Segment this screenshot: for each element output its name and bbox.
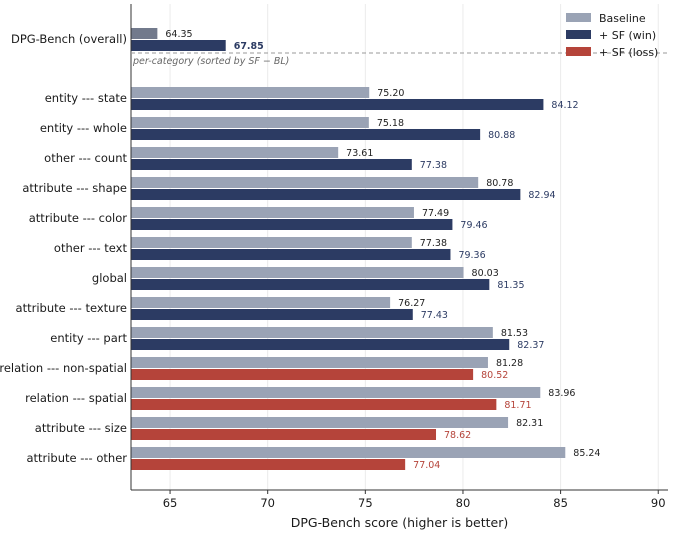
baseline-bar — [131, 357, 488, 368]
sf-win-bar — [131, 279, 490, 290]
x-tick-label: 90 — [651, 496, 666, 510]
baseline-bar — [131, 177, 479, 188]
overall-sf-bar — [131, 40, 226, 51]
legend-swatch — [566, 30, 591, 39]
category-label: entity --- part — [50, 331, 127, 345]
baseline-value-label: 77.38 — [420, 238, 447, 249]
legend-label: + SF (win) — [599, 29, 656, 42]
sf-value-label: 79.46 — [460, 220, 487, 231]
category-label: relation --- non-spatial — [0, 361, 127, 375]
x-axis-title: DPG-Bench score (higher is better) — [291, 515, 508, 530]
x-tick-label: 80 — [456, 496, 471, 510]
baseline-value-label: 75.18 — [377, 118, 404, 129]
baseline-bar — [131, 207, 414, 218]
legend-swatch — [566, 13, 591, 22]
labels-layer: 64.35 67.85 DPG-Bench (overall) per-categor… — [0, 29, 600, 471]
baseline-bar — [131, 297, 391, 308]
bars-layer — [131, 28, 566, 470]
legend-layer: Baseline + SF (win) + SF (loss) — [566, 12, 658, 59]
baseline-value-label: 75.20 — [377, 88, 404, 99]
category-label: entity --- state — [45, 91, 127, 105]
legend-swatch — [566, 47, 591, 56]
category-label: attribute --- shape — [22, 181, 127, 195]
x-tick-label: 65 — [163, 496, 178, 510]
x-tick-label: 75 — [358, 496, 373, 510]
category-label: global — [92, 271, 127, 285]
baseline-value-label: 77.49 — [422, 208, 449, 219]
axis-layer: 65 70 75 80 85 90 DPG-Bench score (higher is b… — [130, 4, 668, 530]
sf-loss-bar — [131, 399, 497, 410]
baseline-value-label: 80.78 — [486, 178, 513, 189]
sf-loss-bar — [131, 459, 406, 470]
category-label: attribute --- other — [26, 451, 127, 465]
sf-win-bar — [131, 309, 413, 320]
sf-win-bar — [131, 189, 521, 200]
sf-win-bar — [131, 249, 451, 260]
sf-value-label: 81.71 — [504, 400, 531, 411]
sf-win-bar — [131, 99, 544, 110]
baseline-bar — [131, 327, 493, 338]
sf-win-bar — [131, 339, 510, 350]
sf-loss-bar — [131, 369, 474, 380]
sf-value-label: 77.04 — [413, 460, 440, 471]
category-label: attribute --- color — [29, 211, 128, 225]
baseline-bar — [131, 447, 566, 458]
sf-value-label: 82.94 — [528, 190, 555, 201]
overall-baseline-value: 64.35 — [165, 29, 192, 40]
sf-value-label: 79.36 — [458, 250, 485, 261]
category-label: other --- text — [54, 241, 128, 255]
category-label: attribute --- texture — [16, 301, 127, 315]
overall-category-label: DPG-Bench (overall) — [11, 32, 127, 46]
baseline-value-label: 73.61 — [346, 148, 373, 159]
sf-loss-bar — [131, 429, 437, 440]
baseline-value-label: 81.53 — [501, 328, 528, 339]
category-label: other --- count — [44, 151, 127, 165]
section-note: per-category (sorted by SF − BL) — [132, 56, 289, 67]
category-label: relation --- spatial — [25, 391, 127, 405]
baseline-value-label: 82.31 — [516, 418, 543, 429]
baseline-value-label: 85.24 — [573, 448, 600, 459]
legend-label: + SF (loss) — [599, 46, 658, 59]
baseline-value-label: 76.27 — [398, 298, 425, 309]
baseline-value-label: 81.28 — [496, 358, 523, 369]
x-tick-label: 70 — [260, 496, 275, 510]
sf-value-label: 80.52 — [481, 370, 508, 381]
sf-value-label: 77.38 — [420, 160, 447, 171]
baseline-bar — [131, 417, 509, 428]
baseline-bar — [131, 147, 339, 158]
baseline-bar — [131, 267, 464, 278]
sf-value-label: 78.62 — [444, 430, 471, 441]
sf-value-label: 80.88 — [488, 130, 515, 141]
sf-win-bar — [131, 159, 412, 170]
baseline-bar — [131, 117, 369, 128]
sf-value-label: 81.35 — [497, 280, 524, 291]
baseline-bar — [131, 387, 541, 398]
sf-win-bar — [131, 129, 481, 140]
sf-value-label: 84.12 — [551, 100, 578, 111]
x-tick-label: 85 — [553, 496, 568, 510]
legend-label: Baseline — [599, 12, 646, 25]
overall-baseline-bar — [131, 28, 158, 39]
sf-value-label: 82.37 — [517, 340, 544, 351]
baseline-bar — [131, 237, 412, 248]
baseline-value-label: 80.03 — [472, 268, 499, 279]
category-label: entity --- whole — [40, 121, 127, 135]
overall-sf-value: 67.85 — [234, 41, 264, 52]
sf-win-bar — [131, 219, 453, 230]
sf-value-label: 77.43 — [421, 310, 448, 321]
baseline-bar — [131, 87, 370, 98]
baseline-value-label: 83.96 — [548, 388, 575, 399]
category-label: attribute --- size — [35, 421, 127, 435]
